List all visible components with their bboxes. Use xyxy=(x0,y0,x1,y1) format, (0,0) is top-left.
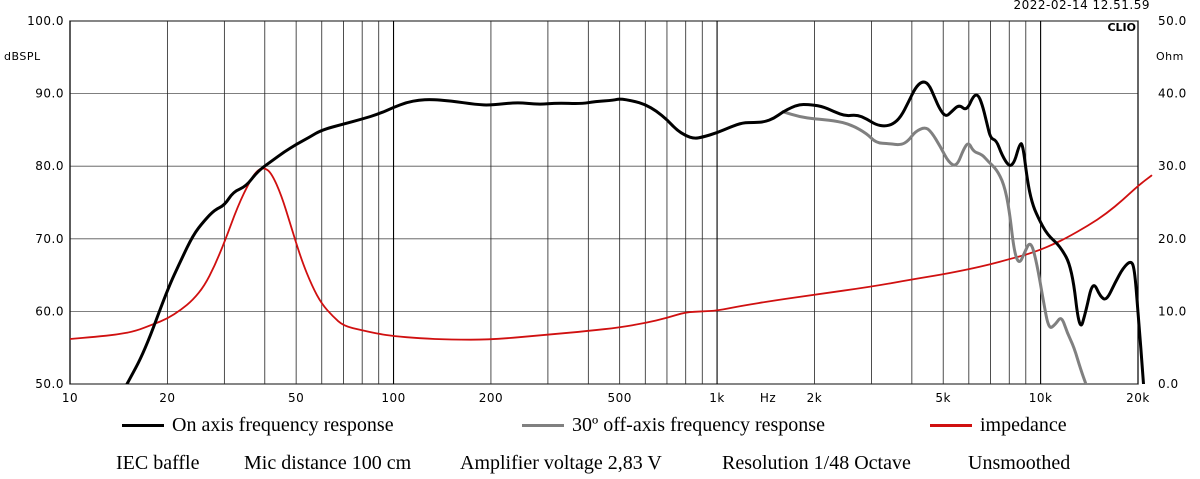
legend: On axis frequency response 30º off-axis … xyxy=(0,408,1200,448)
legend-swatch-off-axis xyxy=(522,424,564,427)
x-tick-label: 500 xyxy=(607,391,631,405)
footer-amplifier-voltage: Amplifier voltage 2,83 V xyxy=(460,452,662,474)
x-tick-label: 10k xyxy=(1029,391,1053,405)
measurement-info: IEC baffle Mic distance 100 cm Amplifier… xyxy=(0,452,1200,478)
footer-smoothing: Unsmoothed xyxy=(968,452,1071,474)
x-tick-label: 50 xyxy=(288,391,304,405)
footer-baffle: IEC baffle xyxy=(116,452,200,474)
y-tick-label: 100.0 xyxy=(27,14,64,28)
y2-tick-label: 10.0 xyxy=(1158,304,1187,318)
legend-item-on-axis: On axis frequency response xyxy=(122,414,394,437)
y2-tick-label: 30.0 xyxy=(1158,159,1187,173)
footer-resolution: Resolution 1/48 Octave xyxy=(722,452,911,474)
chart-grid xyxy=(69,20,1139,385)
legend-label-off-axis: 30º off-axis frequency response xyxy=(572,414,825,436)
x-axis-ticks: 10 20 50 100 200 500 1k 2k 5k 10k 20k xyxy=(62,391,1150,405)
left-axis-ticks: 50.0 60.0 70.0 80.0 90.0 100.0 xyxy=(27,14,64,391)
legend-swatch-on-axis xyxy=(122,424,164,427)
y2-tick-label: 40.0 xyxy=(1158,87,1187,101)
y-tick-label: 90.0 xyxy=(35,87,64,101)
x-tick-label: 2k xyxy=(807,391,823,405)
x-tick-label: 20k xyxy=(1126,391,1150,405)
right-axis-label: Ohm xyxy=(1156,50,1184,63)
x-tick-label: 100 xyxy=(381,391,405,405)
timestamp: 2022-02-14 12.51.59 xyxy=(1014,0,1151,12)
y-tick-label: 70.0 xyxy=(35,232,64,246)
legend-swatch-impedance xyxy=(930,424,972,427)
x-tick-label: 10 xyxy=(62,391,78,405)
x-tick-label: 200 xyxy=(479,391,503,405)
footer-mic-distance: Mic distance 100 cm xyxy=(244,452,412,474)
x-axis-unit: Hz xyxy=(760,391,776,405)
series-line-impedance xyxy=(70,167,1153,341)
y2-tick-label: 0.0 xyxy=(1158,377,1179,391)
y-tick-label: 80.0 xyxy=(35,159,64,173)
x-tick-label: 20 xyxy=(159,391,175,405)
left-axis-label: dBSPL xyxy=(4,50,41,63)
right-axis-ticks: 0.0 10.0 20.0 30.0 40.0 50.0 xyxy=(1158,14,1187,391)
y2-tick-label: 50.0 xyxy=(1158,14,1187,28)
legend-label-on-axis: On axis frequency response xyxy=(172,414,394,436)
y2-tick-label: 20.0 xyxy=(1158,232,1187,246)
brand-logo: CLIO xyxy=(1107,21,1136,34)
chart-curves xyxy=(70,80,1153,384)
y-tick-label: 50.0 xyxy=(35,377,64,391)
x-tick-label: 5k xyxy=(935,391,951,405)
legend-item-off-axis: 30º off-axis frequency response xyxy=(522,414,825,437)
series-line-off-axis xyxy=(781,110,1088,384)
y-tick-label: 60.0 xyxy=(35,304,64,318)
x-tick-label: 1k xyxy=(709,391,725,405)
legend-item-impedance: impedance xyxy=(930,414,1067,437)
legend-label-impedance: impedance xyxy=(980,414,1067,436)
series-line-on-axis xyxy=(125,80,1145,384)
